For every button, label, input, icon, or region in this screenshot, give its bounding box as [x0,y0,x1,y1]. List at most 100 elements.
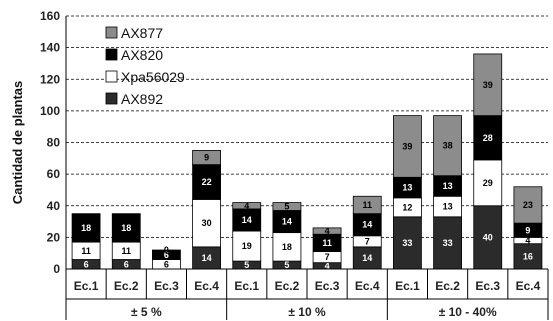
legend-label: AX892 [121,91,163,107]
legend-swatch [105,26,118,39]
x-category-label: Ec.3 [475,279,500,293]
data-label: 39 [402,141,412,151]
data-label: 4 [525,236,530,246]
x-group-label: ± 10 - 40% [439,305,497,319]
data-label: 22 [202,177,212,187]
data-label: 14 [282,217,292,227]
legend-label: Xpa56029 [121,69,185,85]
legend-item: Xpa56029 [105,69,185,85]
y-tick-label: 0 [53,262,60,276]
data-label: 33 [402,238,412,248]
data-label: 38 [443,141,453,151]
x-category-label: Ec.2 [275,279,300,293]
data-label: 13 [443,181,453,191]
y-tick-label: 160 [40,9,60,23]
data-label: 39 [483,80,493,90]
x-category-label: Ec.1 [74,279,99,293]
bar-segment [192,164,221,200]
data-label: 13 [402,183,412,193]
x-category-label: Ec.4 [516,279,541,293]
data-label: 13 [443,202,453,212]
y-tick-label: 140 [40,41,60,55]
bar-segment [312,227,342,235]
data-label: 11 [322,238,332,248]
data-label: 18 [282,242,292,252]
data-label: 7 [365,236,370,246]
legend-swatch [105,70,118,83]
data-label: 11 [81,246,91,256]
x-axis: Ec.1 Ec.2 Ec.3 Ec.4 Ec.1 Ec.2 Ec.3 Ec.4 Ec.1 Ec.2… [65,268,549,320]
x-category-label: Ec.2 [435,279,460,293]
bar-segment [433,115,462,177]
data-label: 4 [244,201,249,211]
x-category-label: Ec.1 [395,279,420,293]
data-label: 9 [204,153,209,163]
data-label: 5 [284,260,289,270]
bar-segment [232,202,262,210]
bar-segment [192,199,221,248]
bar-segment [513,186,543,224]
data-label: 16 [523,251,533,261]
bar-segment [473,53,503,117]
bars: 6111861118660143022951914451814547114147… [71,53,543,271]
bar-segment [272,202,302,211]
y-axis: 0 20 40 60 80 100 120 140 160 [40,9,67,276]
legend-swatch [105,48,118,61]
bar-segment [473,115,503,161]
data-label: 6 [124,259,129,269]
y-tick-label: 40 [47,199,61,213]
data-label: 30 [202,218,212,228]
data-label: 14 [362,220,372,230]
data-label: 11 [121,246,131,256]
bar-segment [152,249,181,260]
bar-segment [393,115,422,178]
gridlines [66,15,548,238]
x-group-label: ± 10 % [288,305,326,319]
data-label: 14 [362,253,372,263]
bar-segment [192,150,221,166]
x-category-label: Ec.1 [234,279,259,293]
legend-swatch [105,92,118,105]
data-label: 6 [164,250,169,260]
x-category-label: Ec.3 [315,279,340,293]
y-tick-label: 80 [47,136,61,150]
x-category-label: Ec.4 [355,279,380,293]
bar-segment [272,232,302,262]
legend: AX877 AX820 Xpa56029 AX892 [105,25,185,107]
data-label: 14 [242,215,252,225]
y-tick-label: 100 [40,104,60,118]
data-label: 4 [325,226,330,236]
bar-segment [352,195,382,215]
data-label: 28 [483,133,493,143]
x-category-label: Ec.3 [154,279,179,293]
data-label: 18 [81,223,91,233]
y-tick-label: 120 [40,72,60,86]
bar-segment [232,230,262,262]
legend-item: AX877 [105,25,163,41]
data-label: 11 [362,200,372,210]
data-label: 29 [483,178,493,188]
y-axis-label: Cantidad de plantas [10,81,25,205]
x-group-label: ± 5 % [131,305,162,319]
legend-label: AX820 [121,47,163,63]
bar-segment [393,216,422,270]
data-label: 9 [525,225,530,235]
y-tick-label: 20 [47,230,61,244]
data-label: 5 [244,260,249,270]
data-label: 6 [84,259,89,269]
data-label: 33 [443,238,453,248]
data-label: 7 [325,252,330,262]
data-label: 6 [164,259,169,269]
legend-item: AX820 [105,47,163,63]
x-category-label: Ec.2 [114,279,139,293]
data-label: 23 [523,200,533,210]
legend-item: AX892 [105,91,163,107]
data-label: 14 [202,253,212,263]
data-label: 0 [164,245,169,255]
x-category-label: Ec.4 [194,279,219,293]
bar-segment [71,213,101,243]
data-label: 4 [325,261,330,271]
data-label: 40 [483,232,493,242]
legend-label: AX877 [121,25,163,41]
